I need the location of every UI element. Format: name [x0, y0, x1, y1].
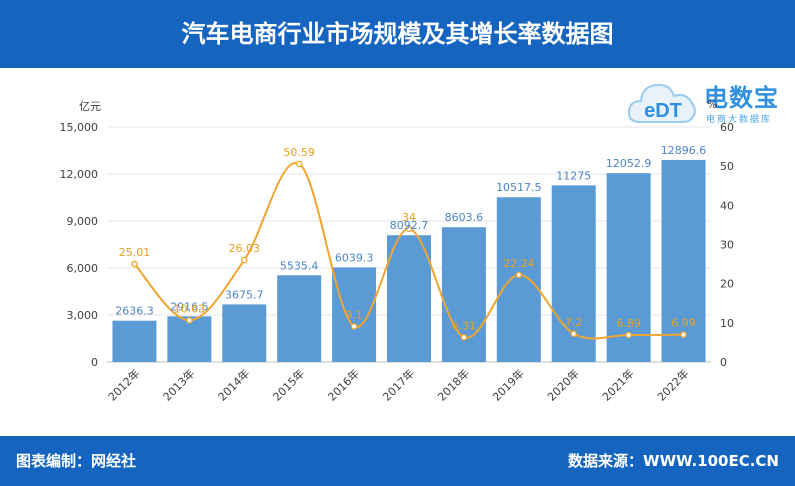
y2-tick-label: 60: [720, 121, 734, 134]
x-tick-label: 2021年: [599, 366, 636, 403]
line-point: [295, 160, 303, 168]
bar: [112, 320, 157, 362]
logo-brand-name: 电数宝: [704, 84, 779, 112]
logo-mark: eDT: [644, 100, 682, 122]
footer-source: 数据来源：WWW.100EC.CN: [568, 452, 779, 470]
y2-tick-label: 50: [720, 160, 734, 173]
bar-value-label: 3675.7: [225, 288, 264, 301]
y-tick-label: 6,000: [67, 262, 99, 275]
line-value-label: 26.03: [229, 242, 261, 255]
line-point: [625, 331, 632, 339]
bar-value-label: 5535.4: [280, 259, 319, 272]
y-tick-label: 12,000: [60, 168, 99, 181]
chart: 2636.3 2916.5 3675.7 5535.4 6039.3 8092.7 8603…: [60, 98, 735, 404]
footer-bar: 图表编制：网经社 数据来源：WWW.100EC.CN: [0, 436, 795, 486]
y2-tick-label: 30: [720, 239, 734, 252]
line-point: [405, 225, 413, 233]
bar: [222, 304, 267, 362]
x-tick-label: 2017年: [380, 366, 417, 403]
line-value-label: 9.1: [345, 308, 363, 321]
brand-logo: eDT 电数宝 电商大数据库: [626, 74, 786, 134]
bar-value-label: 2636.3: [115, 305, 154, 318]
bar-value-label: 8603.6: [445, 211, 484, 224]
y-tick-label: 15,000: [60, 121, 99, 134]
line-value-label: 50.59: [283, 146, 315, 159]
logo-tagline: 电商大数据库: [706, 115, 773, 125]
footer-editor: 图表编制：网经社: [16, 452, 137, 470]
bar-value-label: 2916.5: [170, 300, 209, 313]
line-point: [460, 334, 468, 341]
line-point: [131, 260, 138, 268]
line-value-label: 6.89: [616, 317, 641, 330]
line-point: [570, 330, 577, 338]
line-value-label: 7.2: [565, 316, 583, 329]
x-tick-label: 2020年: [544, 366, 581, 403]
line-value-label: 6.31: [452, 319, 477, 332]
y2-tick-label: 10: [720, 317, 734, 330]
line-point: [241, 256, 248, 264]
x-tick-label: 2012年: [105, 366, 142, 403]
line-value-label: 25.01: [119, 246, 151, 259]
y2-tick-label: 0: [720, 356, 727, 369]
bar-series: [112, 159, 706, 362]
data-labels: 2636.3 2916.5 3675.7 5535.4 6039.3 8092.7 8603…: [115, 144, 706, 332]
y2-tick-label: 40: [720, 199, 734, 212]
chart-title: 汽车电商行业市场规模及其增长率数据图: [181, 20, 614, 48]
bar-value-label: 12896.6: [661, 144, 707, 157]
bar-value-label: 12052.9: [606, 157, 652, 170]
line-point: [680, 331, 687, 338]
y2-tick-label: 20: [720, 278, 734, 291]
x-tick-label: 2016年: [325, 366, 362, 403]
bar: [387, 235, 431, 362]
bar-value-label: 11275: [556, 169, 591, 182]
bar: [167, 316, 212, 362]
line-value-label: 6.99: [671, 317, 696, 330]
y-tick-label: 9,000: [67, 215, 99, 228]
x-tick-label: 2013年: [160, 366, 197, 403]
x-tick-label: 2022年: [654, 366, 691, 403]
x-tick-label: 2019年: [489, 366, 526, 403]
bar-value-label: 10517.5: [496, 181, 542, 194]
bar: [441, 227, 486, 362]
line-value-label: 22.24: [503, 257, 535, 270]
line-point: [186, 317, 193, 324]
line-value-label: 34: [402, 211, 416, 224]
bar: [496, 197, 541, 362]
x-tick-label: 2015年: [270, 366, 307, 403]
bar: [277, 275, 322, 362]
bar-value-label: 8092.7: [390, 219, 429, 232]
x-tick-label: 2014年: [215, 366, 252, 403]
x-tick-label: 2018年: [435, 366, 472, 403]
y-tick-label: 0: [91, 356, 98, 369]
line-point: [350, 323, 358, 330]
bar-value-label: 6039.3: [335, 251, 374, 264]
line-point: [515, 271, 523, 279]
bar: [606, 173, 651, 362]
y2-axis-title: %: [707, 98, 717, 111]
y-tick-label: 3,000: [67, 309, 99, 322]
title-bar: 汽车电商行业市场规模及其增长率数据图: [0, 0, 795, 68]
line-series: [131, 160, 687, 341]
bar: [661, 159, 706, 362]
y-axis-title: 亿元: [79, 100, 101, 113]
line-value-label: 10.63: [174, 302, 206, 315]
cloud-logo-icon: eDT: [627, 83, 696, 123]
